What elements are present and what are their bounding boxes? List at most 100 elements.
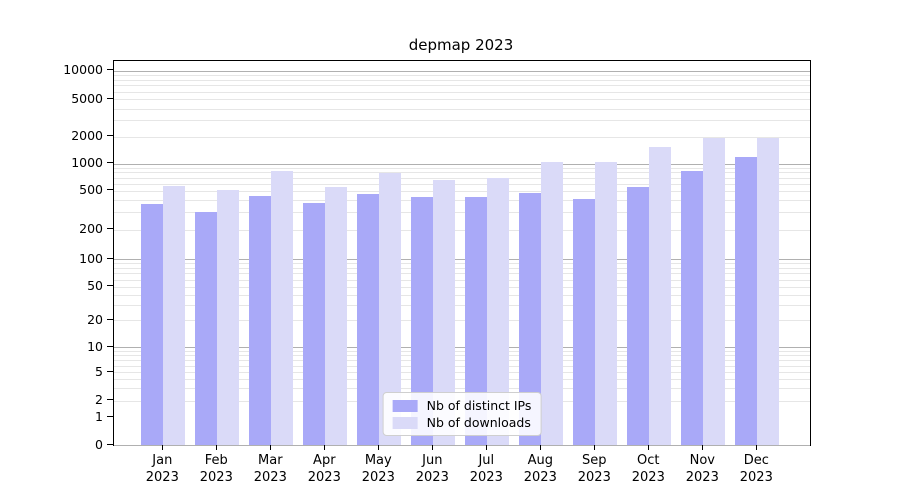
chart-title: depmap 2023 bbox=[408, 36, 514, 54]
bar-nb-of-downloads bbox=[757, 137, 780, 445]
bar-nb-of-distinct-ips bbox=[627, 187, 650, 445]
gridline-minor bbox=[114, 108, 810, 110]
x-tick-mark bbox=[539, 445, 541, 450]
y-tick-mark bbox=[107, 416, 113, 418]
x-tick-mark bbox=[485, 445, 487, 450]
gridline-minor bbox=[114, 229, 810, 231]
gridline-minor bbox=[114, 372, 810, 373]
legend-item: Nb of downloads bbox=[392, 414, 532, 431]
x-tick-label: Mar 2023 bbox=[253, 453, 287, 485]
gridline-minor bbox=[114, 320, 810, 322]
gridline-minor bbox=[114, 359, 810, 361]
gridline-minor bbox=[114, 365, 810, 367]
y-tick-mark bbox=[107, 189, 113, 191]
y-tick-mark bbox=[107, 69, 113, 70]
legend-swatch bbox=[392, 416, 418, 429]
y-tick-label: 10000 bbox=[63, 62, 103, 77]
gridline-minor bbox=[114, 167, 810, 169]
y-tick-mark bbox=[107, 162, 113, 163]
bar-nb-of-distinct-ips bbox=[519, 192, 542, 445]
gridline-minor bbox=[114, 286, 810, 288]
x-tick-label: Nov 2023 bbox=[685, 453, 719, 485]
x-tick-mark bbox=[215, 445, 217, 450]
y-tick-mark bbox=[107, 318, 113, 320]
x-tick-mark bbox=[431, 445, 433, 450]
bar-nb-of-distinct-ips bbox=[357, 194, 380, 445]
y-tick-label: 10 bbox=[87, 338, 103, 354]
y-tick-mark bbox=[107, 370, 113, 372]
gridline-minor bbox=[114, 355, 810, 357]
gridline-minor bbox=[114, 190, 810, 192]
y-tick-mark bbox=[107, 399, 113, 401]
y-tick-label: 5 bbox=[95, 363, 103, 379]
bar-nb-of-downloads bbox=[271, 170, 294, 445]
bar-nb-of-distinct-ips bbox=[411, 197, 434, 445]
x-tick-mark bbox=[701, 445, 703, 450]
y-tick-label: 2000 bbox=[71, 128, 103, 144]
gridline-minor bbox=[114, 305, 810, 307]
legend-label: Nb of downloads bbox=[426, 415, 531, 430]
x-tick-label: Oct 2023 bbox=[631, 453, 665, 485]
x-tick-label: Jan 2023 bbox=[145, 453, 179, 485]
x-tick-mark bbox=[755, 445, 757, 450]
bar-nb-of-distinct-ips bbox=[195, 212, 218, 445]
bar-nb-of-distinct-ips bbox=[249, 196, 272, 445]
bar-nb-of-downloads bbox=[541, 161, 564, 445]
gridline-minor bbox=[114, 99, 810, 101]
y-tick-label: 200 bbox=[79, 221, 103, 237]
x-tick-mark bbox=[269, 445, 271, 450]
x-tick-mark bbox=[647, 445, 649, 450]
gridline-major bbox=[114, 70, 810, 72]
y-tick-label: 0 bbox=[95, 436, 103, 452]
gridline-minor bbox=[114, 79, 810, 81]
x-tick-mark bbox=[161, 445, 163, 450]
gridline-minor bbox=[114, 200, 810, 202]
bar-nb-of-distinct-ips bbox=[303, 203, 326, 445]
gridline-minor bbox=[114, 91, 810, 93]
y-tick-label: 5000 bbox=[71, 90, 103, 106]
y-tick-mark bbox=[107, 135, 113, 137]
bar-nb-of-downloads bbox=[379, 173, 402, 445]
bar-nb-of-downloads bbox=[325, 187, 348, 445]
bar-nb-of-downloads bbox=[433, 179, 456, 445]
bar-nb-of-distinct-ips bbox=[573, 199, 596, 445]
legend-swatch bbox=[392, 399, 418, 412]
bar-nb-of-distinct-ips bbox=[465, 197, 488, 445]
y-tick-mark bbox=[107, 228, 113, 230]
y-tick-label: 20 bbox=[87, 311, 103, 327]
y-tick-mark bbox=[107, 97, 113, 99]
gridline-major bbox=[114, 445, 810, 446]
gridline-minor bbox=[114, 279, 810, 281]
gridline-minor bbox=[114, 212, 810, 214]
x-tick-mark bbox=[593, 445, 595, 450]
x-tick-mark bbox=[377, 445, 379, 450]
bar-nb-of-downloads bbox=[487, 177, 510, 445]
x-tick-label: Jun 2023 bbox=[415, 453, 449, 485]
y-tick-label: 500 bbox=[79, 182, 103, 198]
x-tick-mark bbox=[323, 445, 325, 450]
gridline-minor bbox=[114, 350, 810, 352]
gridline-minor bbox=[114, 268, 810, 269]
gridline-minor bbox=[114, 263, 810, 265]
x-tick-label: May 2023 bbox=[361, 453, 395, 485]
bar-nb-of-distinct-ips bbox=[735, 157, 758, 445]
plot-area: Nb of distinct IPs Nb of downloads bbox=[113, 60, 811, 446]
y-tick-label: 50 bbox=[87, 278, 103, 294]
gridline-minor bbox=[114, 183, 810, 185]
gridline-major bbox=[114, 347, 810, 349]
bar-nb-of-downloads bbox=[649, 146, 672, 445]
gridline-major bbox=[114, 163, 810, 165]
gridline-minor bbox=[114, 85, 810, 87]
legend-item: Nb of distinct IPs bbox=[392, 397, 531, 414]
legend: Nb of distinct IPs Nb of downloads bbox=[382, 392, 542, 436]
gridline-minor bbox=[114, 379, 810, 381]
x-tick-label: Aug 2023 bbox=[523, 453, 557, 485]
y-tick-mark bbox=[107, 257, 113, 259]
y-tick-label: 100 bbox=[79, 250, 103, 266]
x-tick-label: Feb 2023 bbox=[199, 453, 233, 485]
gridline-minor bbox=[114, 177, 810, 179]
gridline-minor bbox=[114, 120, 810, 122]
x-tick-label: Dec 2023 bbox=[739, 453, 773, 485]
gridline-minor bbox=[114, 273, 810, 275]
